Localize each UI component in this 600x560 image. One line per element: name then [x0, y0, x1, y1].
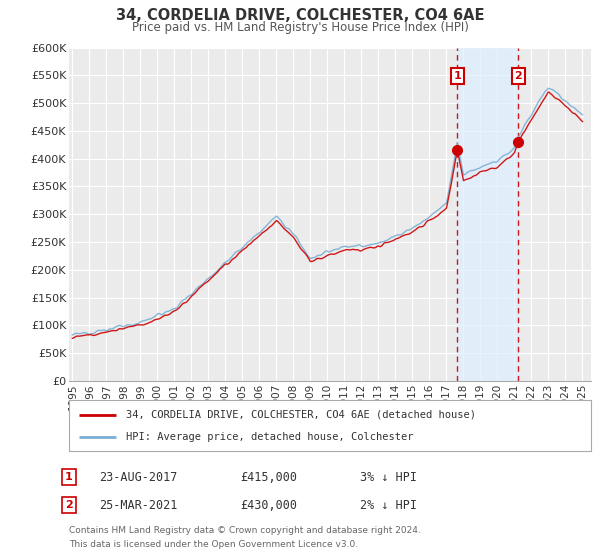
Text: HPI: Average price, detached house, Colchester: HPI: Average price, detached house, Colc…	[127, 432, 414, 442]
Text: 2% ↓ HPI: 2% ↓ HPI	[360, 498, 417, 512]
Text: 1: 1	[65, 472, 73, 482]
Text: Contains HM Land Registry data © Crown copyright and database right 2024.: Contains HM Land Registry data © Crown c…	[69, 526, 421, 535]
Text: 25-MAR-2021: 25-MAR-2021	[99, 498, 178, 512]
Text: 3% ↓ HPI: 3% ↓ HPI	[360, 470, 417, 484]
Text: 2: 2	[65, 500, 73, 510]
Text: 2: 2	[515, 71, 522, 81]
Text: Price paid vs. HM Land Registry's House Price Index (HPI): Price paid vs. HM Land Registry's House …	[131, 21, 469, 34]
Text: £415,000: £415,000	[240, 470, 297, 484]
Text: 23-AUG-2017: 23-AUG-2017	[99, 470, 178, 484]
Bar	[457, 48, 518, 381]
Text: 34, CORDELIA DRIVE, COLCHESTER, CO4 6AE: 34, CORDELIA DRIVE, COLCHESTER, CO4 6AE	[116, 8, 484, 24]
Text: 1: 1	[454, 71, 461, 81]
Text: £430,000: £430,000	[240, 498, 297, 512]
Text: This data is licensed under the Open Government Licence v3.0.: This data is licensed under the Open Gov…	[69, 540, 358, 549]
Text: 34, CORDELIA DRIVE, COLCHESTER, CO4 6AE (detached house): 34, CORDELIA DRIVE, COLCHESTER, CO4 6AE …	[127, 409, 476, 419]
